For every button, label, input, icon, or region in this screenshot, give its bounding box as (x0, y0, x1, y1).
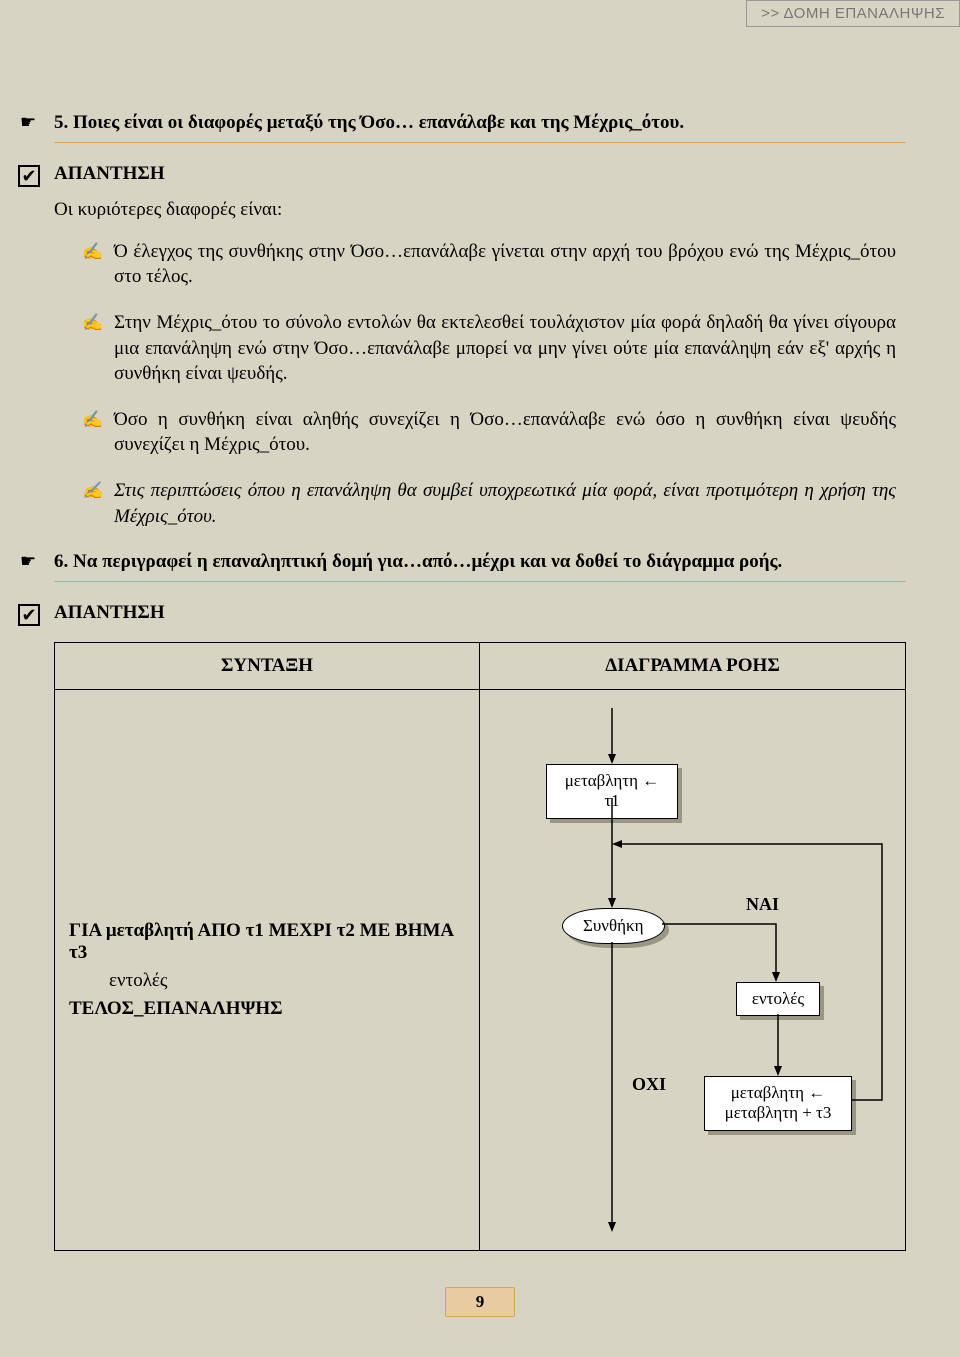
q6-title: 6. Να περιγραφεί η επαναληπτική δομή για… (54, 549, 906, 582)
book-icon: ✍ (82, 312, 103, 335)
q5-title: 5. Ποιες είναι οι διαφορές μεταξύ της Όσ… (54, 110, 906, 143)
book-icon: ✍ (82, 409, 103, 432)
bullet-text: Στην Μέχρις_ότου το σύνολο εντολών θα εκ… (114, 312, 896, 384)
list-item: ✍ Στην Μέχρις_ότου το σύνολο εντολών θα … (114, 310, 896, 387)
list-item: ✍ Όσο η συνθήκη είναι αληθής συνεχίζει η… (114, 407, 896, 458)
syntax-line: ΤΕΛΟΣ_ΕΠΑΝΑΛΗΨΗΣ (69, 998, 465, 1020)
page-content: ☛ 5. Ποιες είναι οι διαφορές μεταξύ της … (0, 110, 960, 1357)
table-body: ΓΙΑ μεταβλητή ΑΠΟ τ1 ΜΕΧΡΙ τ2 ΜΕ ΒΗΜΑ τ3… (55, 690, 905, 1250)
flow-exit-arrow (607, 942, 617, 1232)
header-tab: >> ΔΟΜΗ ΕΠΑΝΑΛΗΨΗΣ (746, 0, 960, 27)
answer-label-6: ΑΠΑΝΤΗΣΗ (54, 602, 906, 624)
flow-label-no: ΟΧΙ (632, 1074, 666, 1095)
book-icon: ✍ (82, 480, 103, 503)
col-flowchart: ΔΙΑΓΡΑΜΜΑ ΡΟΗΣ (480, 643, 905, 689)
answer-6: ✔ ΑΠΑΝΤΗΣΗ ΣΥΝΤΑΞΗ ΔΙΑΓΡΑΜΜΑ ΡΟΗΣ ΓΙΑ με… (54, 602, 906, 1251)
syntax-line: ΓΙΑ μεταβλητή ΑΠΟ τ1 ΜΕΧΡΙ τ2 ΜΕ ΒΗΜΑ τ3 (69, 920, 465, 964)
answer-intro: Οι κυριότερες διαφορές είναι: (54, 199, 906, 221)
pointer-icon: ☛ (20, 112, 36, 133)
flow-loopback-arrow (607, 844, 897, 1104)
pointer-icon: ☛ (20, 551, 36, 572)
list-item: ✍ Ό έλεγχος της συνθήκης στην Όσο…επανάλ… (114, 239, 896, 290)
syntax-cell: ΓΙΑ μεταβλητή ΑΠΟ τ1 ΜΕΧΡΙ τ2 ΜΕ ΒΗΜΑ τ3… (55, 690, 480, 1250)
syntax-table: ΣΥΝΤΑΞΗ ΔΙΑΓΡΑΜΜΑ ΡΟΗΣ ΓΙΑ μεταβλητή ΑΠΟ… (54, 642, 906, 1251)
flow-step-line2: μεταβλητη + τ3 (725, 1103, 832, 1122)
answer-label-5: ΑΠΑΝΤΗΣΗ (54, 163, 906, 185)
question-5: ☛ 5. Ποιες είναι οι διαφορές μεταξύ της … (54, 110, 906, 143)
col-syntax: ΣΥΝΤΑΞΗ (55, 643, 480, 689)
list-item: ✍ Στις περιπτώσεις όπου η επανάληψη θα σ… (114, 478, 896, 529)
check-icon: ✔ (18, 165, 40, 187)
syntax-line: εντολές (109, 970, 465, 992)
bullet-text: Στις περιπτώσεις όπου η επανάληψη θα συμ… (114, 480, 896, 527)
bullet-text: Ό έλεγχος της συνθήκης στην Όσο…επανάλαβ… (114, 241, 896, 288)
page-number: 9 (445, 1287, 515, 1317)
bullet-list: ✍ Ό έλεγχος της συνθήκης στην Όσο…επανάλ… (114, 239, 896, 530)
check-icon: ✔ (18, 604, 40, 626)
question-6: ☛ 6. Να περιγραφεί η επαναληπτική δομή γ… (54, 549, 906, 582)
book-icon: ✍ (82, 241, 103, 264)
answer-5: ✔ ΑΠΑΝΤΗΣΗ Οι κυριότερες διαφορές είναι:… (54, 163, 906, 530)
bullet-text: Όσο η συνθήκη είναι αληθής συνεχίζει η Ό… (114, 409, 896, 456)
flowchart-cell: μεταβλητη ← τ1 Συνθήκη ΝΑΙ (480, 690, 905, 1250)
table-header: ΣΥΝΤΑΞΗ ΔΙΑΓΡΑΜΜΑ ΡΟΗΣ (55, 643, 905, 690)
flow-arrow (607, 708, 617, 764)
